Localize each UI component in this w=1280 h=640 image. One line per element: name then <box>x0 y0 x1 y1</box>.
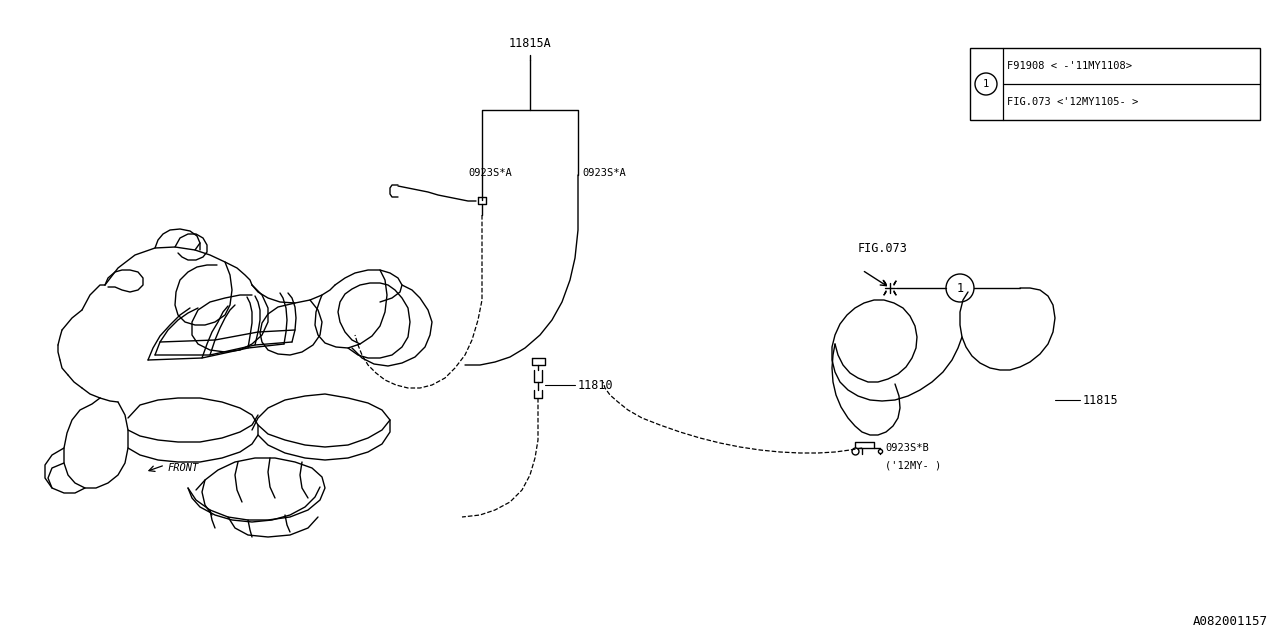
FancyBboxPatch shape <box>970 48 1260 120</box>
Text: F91908 < -'11MY1108>: F91908 < -'11MY1108> <box>1007 61 1132 71</box>
Text: A082001157: A082001157 <box>1193 615 1268 628</box>
Text: 1: 1 <box>983 79 989 89</box>
Text: 0923S*B: 0923S*B <box>884 443 929 453</box>
Text: 0923S*A: 0923S*A <box>582 168 626 178</box>
Text: 1: 1 <box>956 282 964 294</box>
Text: FRONT: FRONT <box>168 463 200 473</box>
Text: FIG.073: FIG.073 <box>858 242 908 255</box>
Text: 11815: 11815 <box>1083 394 1119 406</box>
Text: FIG.073 <'12MY1105- >: FIG.073 <'12MY1105- > <box>1007 97 1138 107</box>
Text: 11815A: 11815A <box>508 37 552 50</box>
Text: 0923S*A: 0923S*A <box>468 168 512 178</box>
Text: 11810: 11810 <box>579 378 613 392</box>
Text: ('12MY- ): ('12MY- ) <box>884 460 941 470</box>
